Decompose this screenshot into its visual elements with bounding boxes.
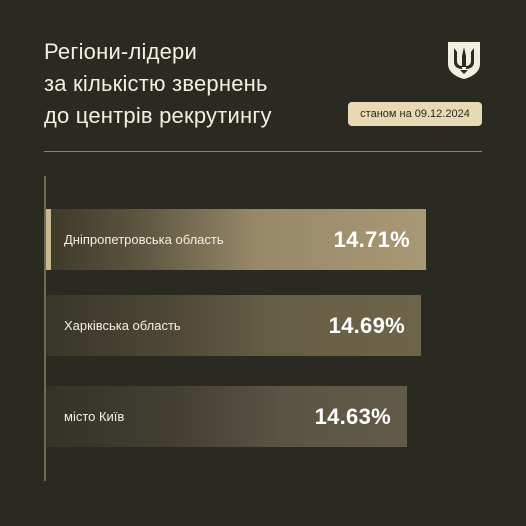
bar-highlight-accent (46, 209, 51, 270)
title-line-3: до центрів рекрутингу (44, 103, 272, 128)
bar-1: Дніпропетровська область 14.71% (46, 209, 426, 270)
bar-3: місто Київ 14.63% (46, 386, 407, 447)
date-badge: станом на 09.12.2024 (348, 102, 482, 126)
bar-category-label: Харківська область (64, 318, 181, 333)
chart-axis-line (44, 176, 46, 481)
bar-value-label: 14.63% (314, 403, 391, 429)
divider (44, 151, 482, 152)
bar-value-label: 14.71% (333, 226, 410, 252)
trident-emblem-icon (448, 42, 480, 79)
bar-category-label: Дніпропетровська область (64, 232, 224, 247)
bar-category-label: місто Київ (64, 409, 125, 424)
bar-2: Харківська область 14.69% (46, 295, 421, 356)
title-line-1: Регіони-лідери (44, 39, 197, 64)
title-line-2: за кількістю звернень (44, 71, 268, 96)
bar-value-label: 14.69% (328, 312, 405, 338)
chart-title: Регіони-лідери за кількістю звернень до … (44, 36, 344, 132)
